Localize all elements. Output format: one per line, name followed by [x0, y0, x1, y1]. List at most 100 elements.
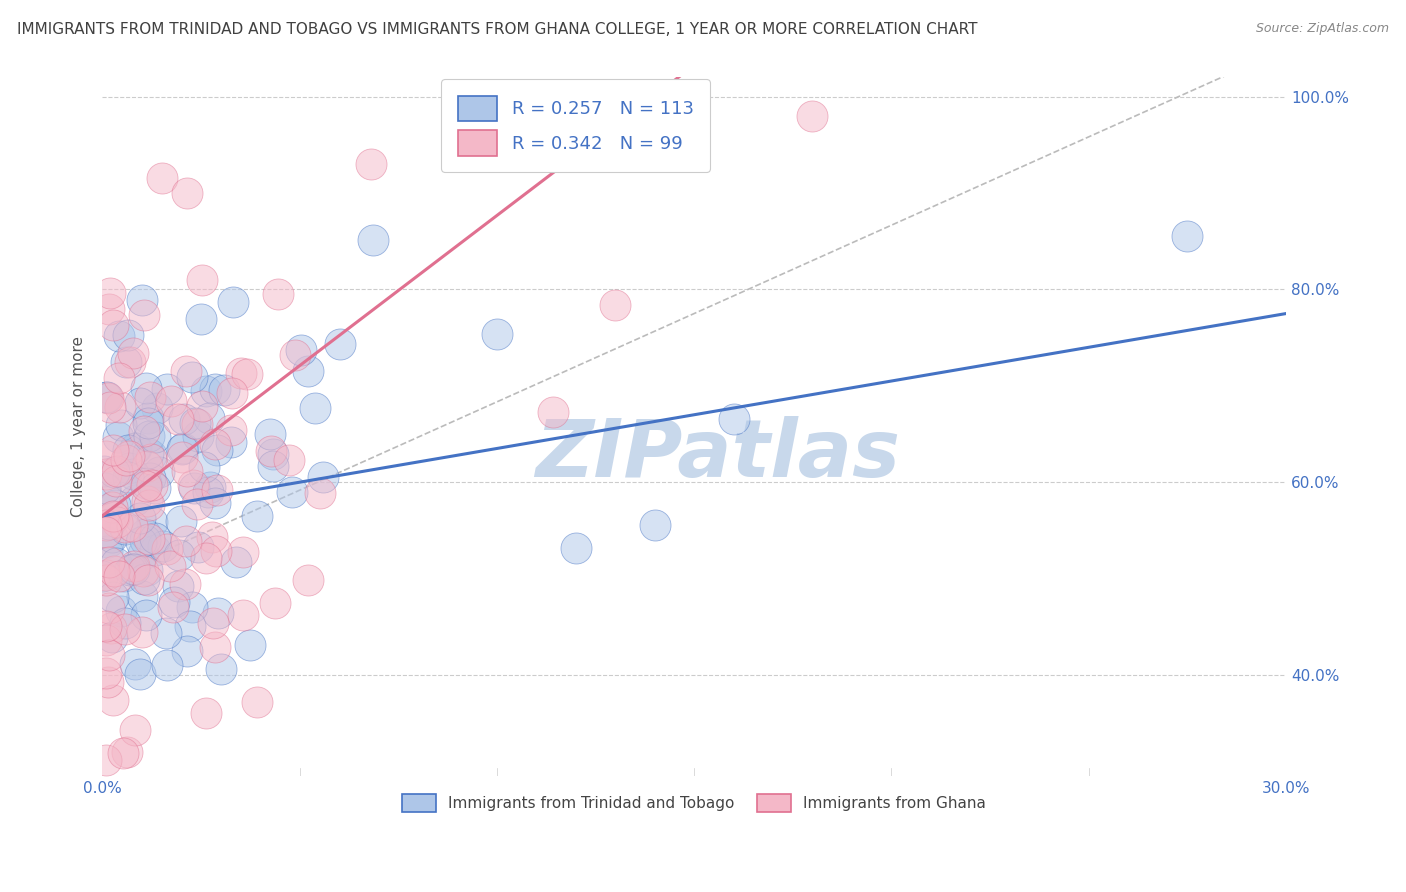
- Point: [723, 412, 745, 426]
- Point: [105, 464, 128, 478]
- Point: [267, 286, 290, 301]
- Point: [105, 556, 128, 570]
- Point: [121, 562, 143, 576]
- Point: [97, 492, 120, 507]
- Point: [108, 370, 131, 384]
- Point: [150, 171, 173, 186]
- Point: [124, 493, 146, 508]
- Point: [112, 747, 135, 761]
- Point: [207, 606, 229, 620]
- Point: [167, 579, 190, 593]
- Point: [96, 665, 118, 680]
- Point: [281, 484, 304, 499]
- Point: [264, 596, 287, 610]
- Point: [190, 273, 212, 287]
- Point: [176, 644, 198, 658]
- Point: [207, 483, 229, 497]
- Point: [541, 405, 564, 419]
- Point: [246, 695, 269, 709]
- Point: [120, 563, 142, 577]
- Point: [139, 471, 162, 485]
- Point: [96, 524, 118, 539]
- Point: [135, 607, 157, 622]
- Text: IMMIGRANTS FROM TRINIDAD AND TOBAGO VS IMMIGRANTS FROM GHANA COLLEGE, 1 YEAR OR : IMMIGRANTS FROM TRINIDAD AND TOBAGO VS I…: [17, 22, 977, 37]
- Point: [1175, 229, 1198, 244]
- Point: [204, 544, 226, 558]
- Point: [117, 745, 139, 759]
- Point: [209, 662, 232, 676]
- Point: [104, 498, 127, 512]
- Point: [181, 370, 204, 384]
- Point: [103, 509, 125, 524]
- Point: [181, 600, 204, 615]
- Point: [136, 445, 159, 459]
- Point: [108, 569, 131, 583]
- Point: [101, 590, 124, 604]
- Point: [297, 573, 319, 587]
- Point: [101, 509, 124, 524]
- Point: [91, 568, 114, 582]
- Point: [225, 555, 247, 569]
- Point: [183, 481, 205, 495]
- Point: [290, 343, 312, 357]
- Point: [96, 544, 118, 558]
- Point: [170, 442, 193, 456]
- Point: [146, 401, 169, 416]
- Point: [103, 564, 125, 578]
- Point: [124, 723, 146, 737]
- Point: [112, 568, 135, 582]
- Point: [152, 539, 174, 553]
- Point: [141, 515, 163, 529]
- Point: [260, 444, 283, 458]
- Point: [96, 568, 118, 582]
- Point: [97, 674, 120, 689]
- Point: [103, 465, 125, 479]
- Point: [193, 460, 215, 475]
- Point: [204, 640, 226, 655]
- Point: [297, 364, 319, 378]
- Point: [138, 498, 160, 512]
- Point: [134, 533, 156, 547]
- Point: [124, 558, 146, 573]
- Point: [115, 453, 138, 467]
- Point: [170, 450, 193, 465]
- Point: [135, 476, 157, 491]
- Point: [485, 326, 508, 341]
- Point: [134, 527, 156, 541]
- Point: [107, 515, 129, 529]
- Point: [135, 479, 157, 493]
- Legend: Immigrants from Trinidad and Tobago, Immigrants from Ghana: Immigrants from Trinidad and Tobago, Imm…: [389, 781, 998, 824]
- Point: [104, 474, 127, 488]
- Point: [141, 448, 163, 462]
- Point: [163, 595, 186, 609]
- Point: [136, 459, 159, 474]
- Point: [98, 555, 121, 569]
- Point: [96, 450, 118, 464]
- Point: [97, 391, 120, 405]
- Point: [361, 233, 384, 247]
- Point: [195, 706, 218, 720]
- Point: [94, 481, 117, 495]
- Point: [198, 480, 221, 494]
- Point: [114, 622, 136, 636]
- Point: [122, 561, 145, 575]
- Point: [204, 437, 226, 451]
- Point: [96, 467, 118, 482]
- Point: [101, 500, 124, 514]
- Point: [139, 452, 162, 467]
- Point: [312, 470, 335, 484]
- Point: [131, 625, 153, 640]
- Point: [134, 308, 156, 322]
- Point: [136, 563, 159, 577]
- Point: [160, 394, 183, 409]
- Point: [232, 545, 254, 559]
- Point: [121, 519, 143, 533]
- Point: [103, 692, 125, 706]
- Point: [129, 396, 152, 410]
- Point: [98, 301, 121, 316]
- Point: [122, 467, 145, 481]
- Point: [183, 416, 205, 430]
- Point: [195, 384, 218, 398]
- Point: [117, 327, 139, 342]
- Point: [129, 534, 152, 549]
